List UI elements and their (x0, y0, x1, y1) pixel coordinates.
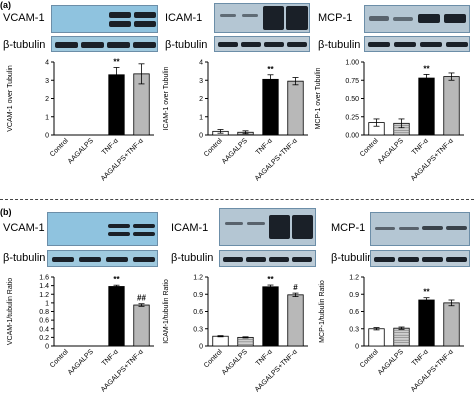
y-tick-label: 0.75 (345, 78, 359, 85)
significance-label: ** (267, 65, 274, 74)
y-tick-label: 0 (45, 344, 49, 351)
y-axis-label: VCAM-1 over Tubulin (7, 65, 14, 132)
blot-image-icam1-b (219, 208, 316, 246)
y-tick-label: 1 (199, 114, 203, 121)
blot-label-tubulin-b1: β-tubulin (3, 252, 46, 264)
y-tick-label: 3 (199, 78, 203, 85)
bar (393, 327, 410, 347)
y-tick-label: 1.6 (39, 275, 49, 282)
blot-image-mcp1-b (370, 212, 470, 246)
y-tick-label: 0 (199, 133, 203, 140)
y-tick-label: 0 (45, 133, 49, 140)
y-tick-label: 2 (45, 96, 49, 103)
y-axis-label: VCAM-1/tubulin Ratio (7, 278, 14, 345)
blot-label-mcp1-b: MCP-1 (331, 222, 366, 234)
y-tick-label: 2 (199, 96, 203, 103)
blot-label-icam1-a: ICAM-1 (165, 12, 203, 24)
y-tick-label: 1 (45, 300, 49, 307)
blot-label-tubulin-a1: β-tubulin (3, 39, 46, 51)
significance-label: ## (137, 294, 146, 303)
y-tick-label: 1.2 (349, 275, 359, 282)
y-tick-label: 0.8 (39, 309, 49, 316)
blot-image-mcp1-a (364, 5, 470, 33)
y-tick-label: 0.50 (345, 96, 359, 103)
y-tick-label: 0.2 (39, 335, 49, 342)
significance-label: ** (267, 275, 274, 284)
y-tick-label: 0.00 (345, 133, 359, 140)
blot-label-mcp1-a: MCP-1 (318, 12, 353, 24)
y-tick-label: 1.00 (345, 60, 359, 67)
y-axis-label: ICAM-1 over Tubulin (163, 66, 170, 130)
blot-label-icam1-b: ICAM-1 (171, 222, 209, 234)
bar (368, 328, 385, 347)
y-tick-label: 4 (199, 60, 203, 67)
significance-label: # (293, 283, 298, 292)
y-tick-label: 1 (45, 114, 49, 121)
y-axis-label: MCP-1 over Tubulin (315, 67, 322, 129)
y-tick-label: 0.9 (193, 292, 203, 299)
y-tick-label: 0.6 (39, 318, 49, 325)
blot-image-vcam1-a (51, 5, 158, 33)
y-tick-label: 0 (355, 344, 359, 351)
blot-label-vcam1-a: VCAM-1 (3, 12, 45, 24)
significance-label: ** (423, 64, 430, 73)
significance-label: ** (113, 57, 120, 66)
y-tick-label: 1.2 (193, 275, 203, 282)
blot-image-tubulin-b1 (47, 250, 158, 267)
y-tick-label: 0.9 (349, 292, 359, 299)
bar (418, 299, 435, 347)
y-tick-label: 4 (45, 60, 49, 67)
x-tick-label: TNF-α (411, 348, 430, 367)
blot-label-vcam1-b: VCAM-1 (3, 222, 45, 234)
blot-image-tubulin-a3 (364, 36, 470, 52)
blot-image-tubulin-a2 (214, 36, 310, 52)
blot-image-icam1-a (214, 3, 310, 33)
panel-label-a: (a) (0, 0, 11, 10)
y-tick-label: 3 (45, 78, 49, 85)
y-tick-label: 0.6 (193, 309, 203, 316)
x-tick-label: AAGALPS (377, 348, 405, 376)
blot-label-tubulin-b3: β-tubulin (331, 252, 374, 264)
blot-image-tubulin-b2 (219, 250, 316, 267)
blot-label-tubulin-b2: β-tubulin (171, 252, 214, 264)
y-tick-label: 0.3 (349, 326, 359, 333)
y-axis-label: MCP-1/tubulin Ratio (319, 280, 326, 343)
blot-label-tubulin-a3: β-tubulin (318, 39, 361, 51)
x-tick-label: AAGALPS+TNF-α (410, 348, 455, 393)
y-tick-label: 0.3 (193, 326, 203, 333)
blot-image-vcam1-b (47, 212, 158, 246)
bar (443, 302, 460, 347)
significance-label: ** (113, 275, 120, 284)
y-tick-label: 0.25 (345, 114, 359, 121)
y-tick-label: 1.2 (39, 292, 49, 299)
panel-label-b: (b) (0, 207, 12, 217)
y-tick-label: 1.4 (39, 283, 49, 290)
panel-divider (0, 199, 474, 201)
blot-label-tubulin-a2: β-tubulin (165, 39, 208, 51)
x-tick-label: Control (359, 348, 380, 369)
y-tick-label: 0.4 (39, 326, 49, 333)
blot-image-tubulin-a1 (51, 36, 158, 52)
significance-label: ** (423, 288, 430, 297)
blot-image-tubulin-b3 (370, 250, 470, 267)
y-tick-label: 0 (199, 344, 203, 351)
y-tick-label: 0.6 (349, 309, 359, 316)
y-axis-label: ICAM-1/tubulin Ratio (163, 279, 170, 344)
